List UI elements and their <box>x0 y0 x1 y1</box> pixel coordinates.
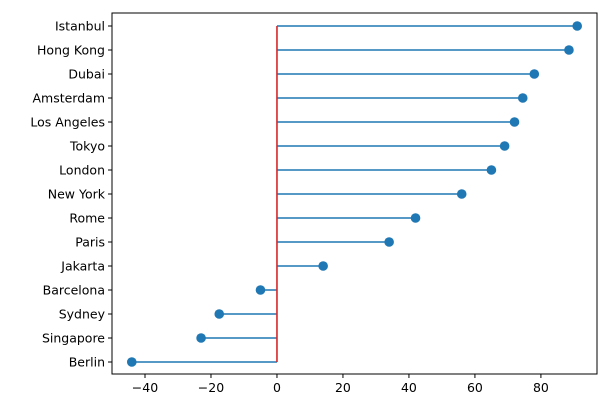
y-tick-label: Berlin <box>69 355 105 370</box>
y-tick-label: Los Angeles <box>30 115 105 130</box>
marker-london <box>486 165 497 175</box>
y-tick-label: Paris <box>75 235 105 250</box>
marker-barcelona <box>255 285 266 295</box>
y-tick-label: Dubai <box>68 67 105 82</box>
y-tick-label: Amsterdam <box>32 91 105 106</box>
plot-frame <box>111 12 598 375</box>
x-tick-label: −40 <box>132 380 158 395</box>
stems <box>131 25 578 363</box>
x-tick-label: 80 <box>533 380 549 395</box>
x-tick-label: 20 <box>335 380 351 395</box>
marker-berlin <box>126 357 137 367</box>
marker-dubai <box>529 69 540 79</box>
y-tick-label: Jakarta <box>60 259 105 274</box>
x-tick-label: 0 <box>273 380 281 395</box>
marker-jakarta <box>318 261 328 271</box>
y-tick-label: Tokyo <box>69 139 105 154</box>
marker-amsterdam <box>517 93 528 103</box>
marker-hong-kong <box>564 45 574 55</box>
y-axis-ticks: Istanbul Hong Kong Dubai Amsterdam Los Angel… <box>30 19 112 370</box>
x-tick-label: 60 <box>467 380 483 395</box>
y-tick-label: New York <box>48 187 106 202</box>
y-tick-label: Rome <box>69 211 105 226</box>
y-tick-label: Singapore <box>42 331 105 346</box>
y-tick-label: Sydney <box>59 307 106 322</box>
y-tick-label: Hong Kong <box>37 43 105 58</box>
marker-rome <box>410 213 421 223</box>
y-tick-label: London <box>59 163 105 178</box>
marker-sydney <box>214 309 225 319</box>
marker-los-angeles <box>509 117 520 127</box>
y-tick-label: Barcelona <box>43 283 105 298</box>
marker-singapore <box>196 333 206 343</box>
x-tick-label: −20 <box>198 380 224 395</box>
x-tick-label: 40 <box>401 380 417 395</box>
x-axis-ticks: −40 −20 0 20 40 60 80 <box>132 374 549 395</box>
y-tick-label: Istanbul <box>55 19 105 34</box>
marker-new-york <box>456 189 467 199</box>
marker-tokyo <box>499 141 510 151</box>
marker-istanbul <box>572 21 583 31</box>
markers <box>126 21 583 367</box>
marker-paris <box>384 237 394 247</box>
